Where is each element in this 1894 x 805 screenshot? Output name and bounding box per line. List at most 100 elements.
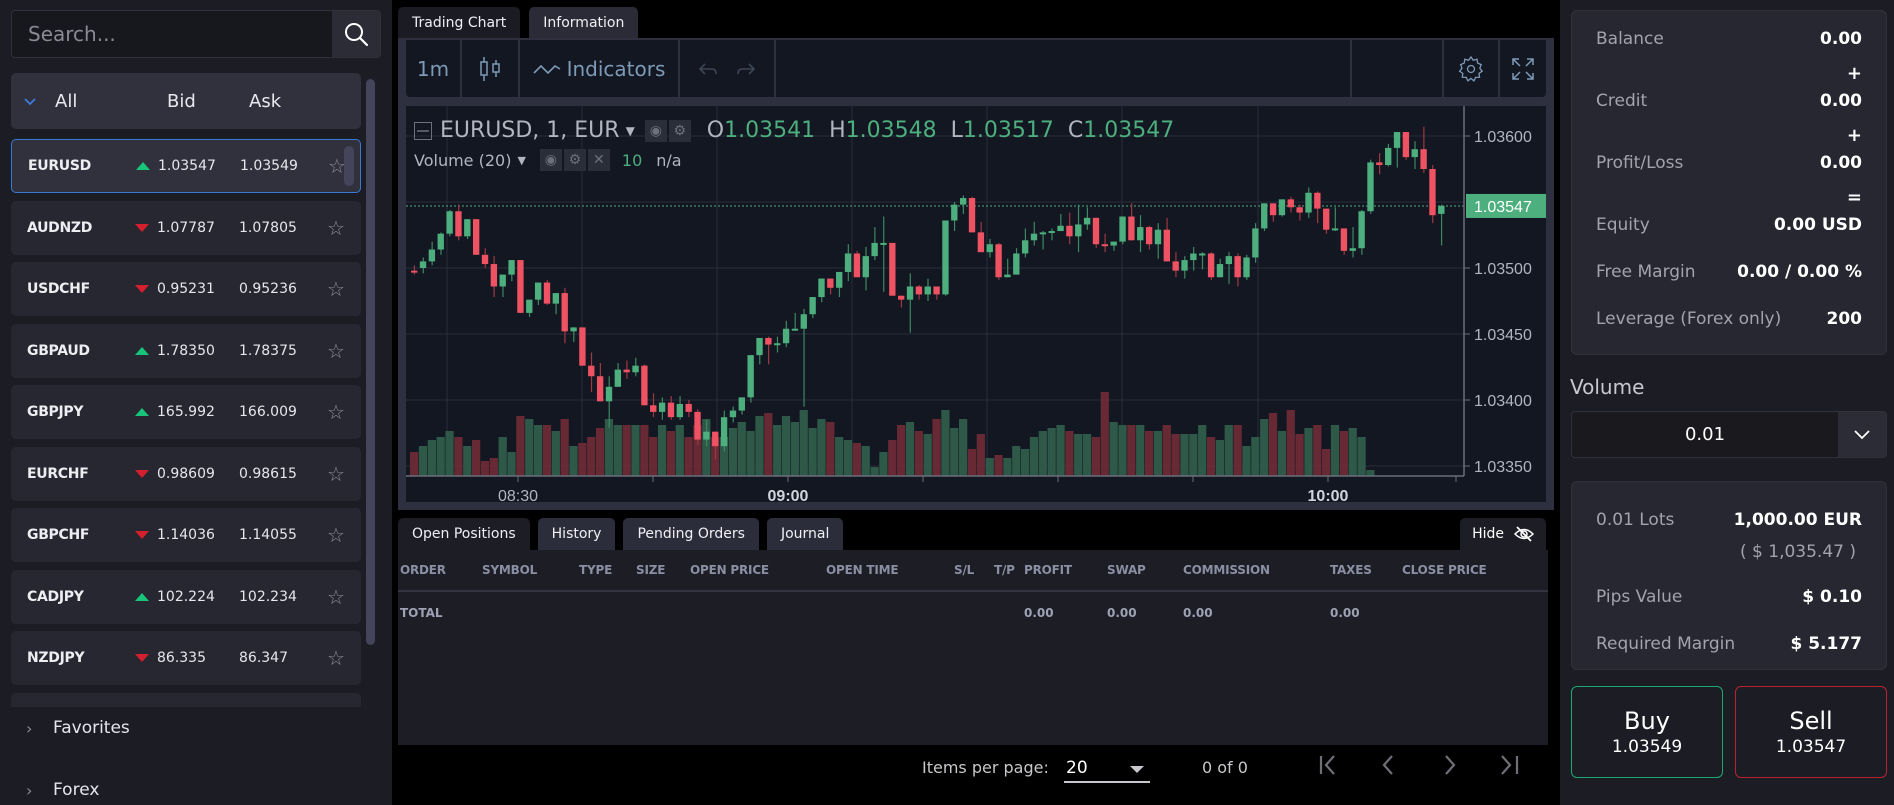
margin-label: Required Margin <box>1596 634 1736 654</box>
search-input[interactable] <box>12 11 332 57</box>
chart-settings-button[interactable] <box>1444 40 1500 97</box>
lots-label: 0.01 Lots <box>1596 510 1675 530</box>
instrument-row-partial[interactable] <box>11 693 361 707</box>
price-chart[interactable]: 1.03600 1.03500 1.03450 1.03400 1.03350 1.035… <box>406 106 1546 505</box>
gear-icon[interactable]: ⚙ <box>668 119 691 142</box>
tab-history[interactable]: History <box>537 518 616 550</box>
column-header-close-price[interactable]: CLOSE PRICE <box>1402 563 1487 577</box>
star-icon[interactable]: ☆ <box>328 154 346 178</box>
bid-price: 165.992 <box>157 404 215 420</box>
column-header-s-l[interactable]: S/L <box>954 563 975 577</box>
tab-information[interactable]: Information <box>529 7 639 38</box>
pips-row: Pips Value $ 0.10 <box>1596 587 1862 607</box>
fullscreen-button[interactable] <box>1500 40 1546 97</box>
svg-text:1.03500: 1.03500 <box>1474 261 1532 278</box>
star-icon[interactable]: ☆ <box>327 584 345 609</box>
star-icon[interactable]: ☆ <box>327 523 345 547</box>
total-label: TOTAL <box>400 606 443 620</box>
column-header-swap[interactable]: SWAP <box>1107 563 1146 577</box>
svg-text:08:30: 08:30 <box>498 488 538 502</box>
ask-column-header: Ask <box>249 90 282 112</box>
interval-button[interactable]: 1m <box>406 40 462 97</box>
ask-price: 1.03549 <box>240 158 298 174</box>
next-page-button[interactable] <box>1442 753 1458 784</box>
instrument-row-nzdjpy[interactable]: NZDJPY 86.335 86.347 ☆ <box>11 631 361 685</box>
caret-down-icon[interactable]: ▼ <box>517 153 526 167</box>
column-header-commission[interactable]: COMMISSION <box>1183 563 1270 577</box>
instrument-list-header[interactable]: All Bid Ask <box>11 73 361 129</box>
indicators-button[interactable]: Indicators <box>520 40 680 97</box>
svg-text:1.03450: 1.03450 <box>1474 327 1532 344</box>
undo-icon[interactable] <box>698 61 718 77</box>
star-icon[interactable]: ☆ <box>327 400 345 424</box>
column-header-t-p[interactable]: T/P <box>994 563 1015 577</box>
instrument-row-eurusd[interactable]: EURUSD 1.03547 1.03549 ☆ <box>11 139 361 193</box>
items-per-page-select[interactable]: 20 <box>1064 755 1150 783</box>
redo-icon[interactable] <box>736 61 756 77</box>
instrument-row-cadjpy[interactable]: CADJPY 102.224 102.234 ☆ <box>11 569 361 624</box>
instrument-row-usdchf[interactable]: USDCHF 0.95231 0.95236 ☆ <box>11 262 361 316</box>
chart-type-button[interactable] <box>462 40 520 97</box>
bid-price: 1.14036 <box>157 527 215 543</box>
search-button[interactable] <box>332 11 380 57</box>
eye-icon[interactable]: ◉ <box>539 149 562 171</box>
column-header-open-time[interactable]: OPEN TIME <box>826 563 899 577</box>
price-up-icon <box>127 408 157 416</box>
volume-dropdown-button[interactable] <box>1838 412 1886 457</box>
instrument-row-eurchf[interactable]: EURCHF 0.98609 0.98615 ☆ <box>11 446 361 501</box>
first-page-button[interactable] <box>1318 753 1340 784</box>
column-header-order[interactable]: ORDER <box>400 563 446 577</box>
instrument-row-gbpaud[interactable]: GBPAUD 1.78350 1.78375 ☆ <box>11 323 361 378</box>
list-scrollbar[interactable] <box>366 79 375 645</box>
close-icon[interactable]: ✕ <box>587 149 610 171</box>
instrument-row-gbpchf[interactable]: GBPCHF 1.14036 1.14055 ☆ <box>11 508 361 562</box>
svg-text:10:00: 10:00 <box>1308 488 1349 502</box>
settings-icon <box>1458 55 1484 82</box>
price-down-icon <box>127 531 157 539</box>
column-header-profit[interactable]: PROFIT <box>1024 563 1072 577</box>
collapse-icon[interactable] <box>414 121 432 140</box>
star-icon[interactable]: ☆ <box>327 215 345 240</box>
caret-down-icon[interactable]: ▼ <box>625 123 635 138</box>
volume-input[interactable] <box>1572 412 1838 457</box>
tab-pending-orders[interactable]: Pending Orders <box>623 518 759 550</box>
lots-usd-value: ( $ 1,035.47 ) <box>1740 542 1856 562</box>
column-header-symbol[interactable]: SYMBOL <box>482 563 538 577</box>
instrument-symbol: AUDNZD <box>27 219 93 236</box>
group-forex[interactable]: › Forex <box>26 780 99 800</box>
tab-journal[interactable]: Journal <box>766 518 844 550</box>
tab-trading-chart[interactable]: Trading Chart <box>398 7 521 38</box>
gear-icon[interactable]: ⚙ <box>563 149 586 171</box>
ask-price: 1.07805 <box>239 219 297 236</box>
column-header-open-price[interactable]: OPEN PRICE <box>690 563 769 577</box>
positions-table: ORDER SYMBOL TYPE SIZE OPEN PRICE OPEN TIME S/… <box>398 550 1548 745</box>
instrument-row-audnzd[interactable]: AUDNZD 1.07787 1.07805 ☆ <box>11 200 361 255</box>
prev-page-button[interactable] <box>1380 753 1396 784</box>
eye-icon[interactable]: ◉ <box>644 119 667 142</box>
volume-study-label[interactable]: Volume (20) <box>414 150 512 170</box>
volume-legend: Volume (20) ▼ ◉ ⚙ ✕ 10 n/a <box>414 149 682 171</box>
column-header-taxes[interactable]: TAXES <box>1330 563 1372 577</box>
buy-button[interactable]: Buy 1.03549 <box>1571 686 1723 778</box>
star-icon[interactable]: ☆ <box>327 338 345 363</box>
bid-price: 1.07787 <box>157 219 215 236</box>
equity-value: 0.00 USD <box>1773 215 1862 235</box>
star-icon[interactable]: ☆ <box>327 461 345 486</box>
tab-open-positions[interactable]: Open Positions <box>398 518 530 550</box>
instrument-sidebar: All Bid Ask EURUSD 1.03547 1.03549 ☆ AUDNZD 1… <box>0 0 392 805</box>
group-favorites[interactable]: › Favorites <box>26 718 130 738</box>
last-page-button[interactable] <box>1498 753 1520 784</box>
star-icon[interactable]: ☆ <box>327 277 345 301</box>
symbol-title[interactable]: EURUSD, 1, EUR <box>440 118 620 143</box>
column-header-size[interactable]: SIZE <box>636 563 666 577</box>
undo-redo-group <box>680 40 776 97</box>
toolbar-spacer <box>776 40 1352 97</box>
hide-panel-button[interactable]: Hide <box>1460 518 1546 550</box>
sell-button[interactable]: Sell 1.03547 <box>1735 686 1887 778</box>
open-value: 1.03541 <box>724 118 816 143</box>
instrument-row-gbpjpy[interactable]: GBPJPY 165.992 166.009 ☆ <box>11 385 361 439</box>
row-scroll-thumb <box>344 146 354 186</box>
star-icon[interactable]: ☆ <box>327 646 345 670</box>
candlestick-chart[interactable]: 1.03600 1.03500 1.03450 1.03400 1.03350 1.035… <box>406 106 1546 505</box>
column-header-type[interactable]: TYPE <box>579 563 613 577</box>
